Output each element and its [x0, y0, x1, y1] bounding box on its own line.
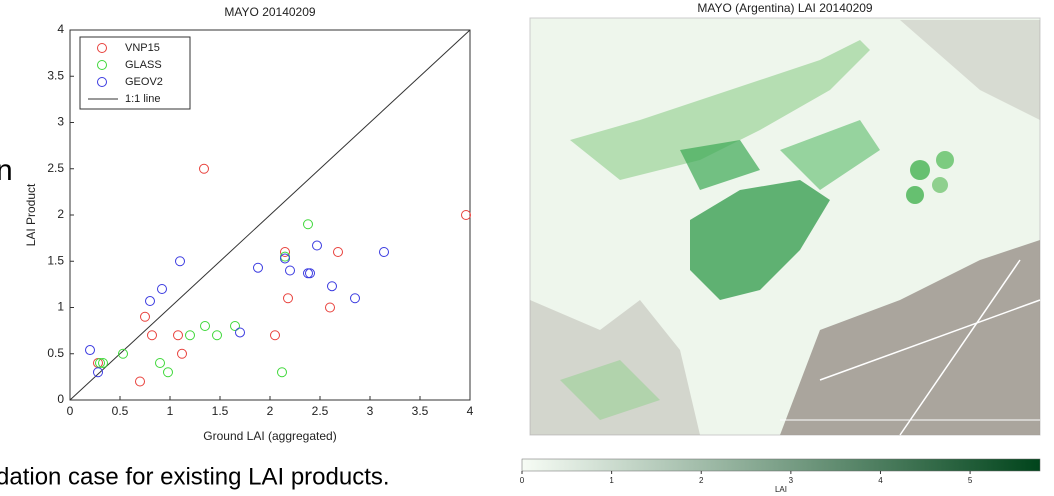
point — [270, 330, 280, 341]
legend-marker — [97, 43, 107, 53]
point — [93, 367, 103, 378]
legend-box — [79, 36, 191, 110]
point — [163, 367, 173, 378]
x-tick-label: 2.5 — [312, 404, 329, 418]
chart-title: MAYO 20140209 — [224, 5, 315, 19]
legend-label: 1:1 line — [125, 93, 160, 105]
x-tick-label: 1.5 — [212, 404, 229, 418]
y-tick-label: 3.5 — [47, 68, 64, 82]
point — [303, 219, 313, 230]
point — [175, 256, 185, 267]
colorbar — [521, 458, 1041, 472]
reference-line — [69, 29, 471, 401]
point — [280, 253, 290, 264]
legend-label: GLASS — [125, 59, 162, 71]
point — [185, 330, 195, 341]
y-tick-label: 2.5 — [47, 161, 64, 175]
point — [95, 358, 105, 368]
point — [85, 345, 95, 356]
x-tick-label: 3.5 — [412, 404, 429, 418]
point — [177, 348, 187, 359]
legend-marker — [97, 77, 107, 87]
x-tick-label: 1 — [167, 404, 174, 418]
y-tick-label: 4 — [57, 22, 64, 36]
colorbar-tick-label: 5 — [968, 476, 973, 485]
point — [325, 302, 335, 313]
chart-title: MAYO (Argentina) LAI 20140209 — [697, 1, 873, 15]
point — [200, 321, 210, 331]
point — [280, 247, 290, 257]
point — [305, 268, 315, 279]
point — [98, 358, 108, 368]
x-tick-label: 0 — [67, 404, 74, 418]
point — [327, 281, 337, 292]
y-axis-label: LAI Product — [24, 183, 38, 246]
point — [147, 330, 157, 341]
x-tick-label: 0.5 — [112, 404, 129, 418]
legend-label: VNP15 — [125, 42, 160, 54]
point — [285, 265, 295, 276]
point — [212, 330, 222, 341]
point — [230, 321, 240, 331]
point — [350, 293, 360, 304]
y-tick-label: 2 — [57, 207, 64, 221]
colorbar-label: LAI — [775, 485, 787, 494]
legend-marker — [97, 60, 107, 70]
x-tick-label: 2 — [267, 404, 274, 418]
y-tick-label: 3 — [57, 115, 64, 129]
y-tick-label: 0 — [57, 392, 64, 406]
point — [173, 330, 183, 341]
legend-label: GEOV2 — [125, 76, 163, 88]
point — [155, 358, 165, 368]
point — [157, 284, 167, 294]
colorbar-tick-label: 2 — [699, 476, 704, 485]
point — [312, 240, 322, 251]
colorbar-tick-label: 4 — [878, 476, 883, 485]
slide-text: dation case for existing LAI products. — [0, 463, 390, 490]
point — [379, 247, 389, 257]
y-tick-label: 1.5 — [47, 253, 64, 267]
point — [118, 348, 128, 359]
point — [277, 367, 287, 378]
point — [283, 293, 293, 304]
colorbar-tick-label: 0 — [520, 476, 525, 485]
y-tick-label: 1 — [57, 300, 64, 314]
point — [135, 376, 145, 387]
colorbar-tick-label: 3 — [789, 476, 794, 485]
colorbar-tick-label: 1 — [609, 476, 614, 485]
point — [461, 210, 471, 220]
point — [140, 311, 150, 322]
point — [333, 247, 343, 257]
x-tick-label: 4 — [467, 404, 474, 418]
point — [145, 296, 155, 307]
point — [235, 327, 245, 338]
point — [199, 163, 209, 174]
map-image — [529, 17, 1041, 436]
x-axis-label: Ground LAI (aggregated) — [203, 429, 336, 443]
x-tick-label: 3 — [367, 404, 374, 418]
point — [253, 262, 263, 273]
y-tick-label: 0.5 — [47, 346, 64, 360]
slide-text: n — [0, 154, 13, 187]
